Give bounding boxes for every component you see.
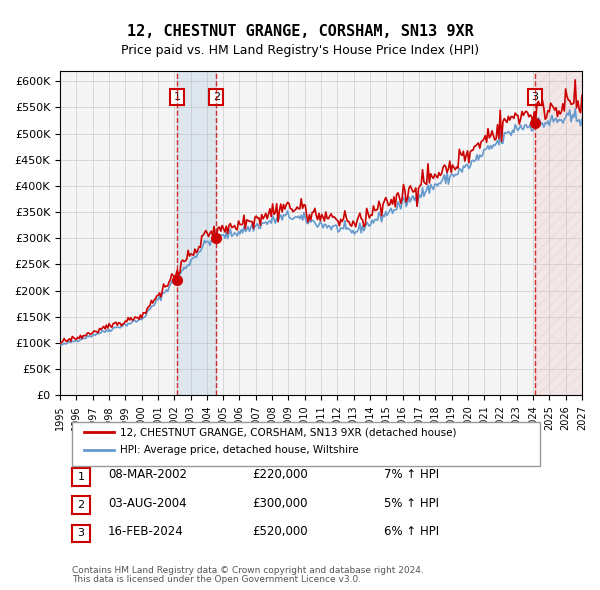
Text: This data is licensed under the Open Government Licence v3.0.: This data is licensed under the Open Gov… — [72, 575, 361, 584]
Text: Contains HM Land Registry data © Crown copyright and database right 2024.: Contains HM Land Registry data © Crown c… — [72, 566, 424, 575]
Text: 08-MAR-2002: 08-MAR-2002 — [108, 468, 187, 481]
Bar — [177, 71, 216, 395]
Text: 6% ↑ HPI: 6% ↑ HPI — [384, 525, 439, 538]
Text: HPI: Average price, detached house, Wiltshire: HPI: Average price, detached house, Wilt… — [120, 445, 359, 455]
Text: £300,000: £300,000 — [252, 497, 308, 510]
Text: 1: 1 — [77, 472, 85, 481]
Bar — [535, 71, 582, 395]
Text: 1: 1 — [173, 92, 181, 102]
Text: 12, CHESTNUT GRANGE, CORSHAM, SN13 9XR (detached house): 12, CHESTNUT GRANGE, CORSHAM, SN13 9XR (… — [120, 428, 457, 437]
Text: 2: 2 — [77, 500, 85, 510]
Text: Price paid vs. HM Land Registry's House Price Index (HPI): Price paid vs. HM Land Registry's House … — [121, 44, 479, 57]
Text: 7% ↑ HPI: 7% ↑ HPI — [384, 468, 439, 481]
Text: 12, CHESTNUT GRANGE, CORSHAM, SN13 9XR: 12, CHESTNUT GRANGE, CORSHAM, SN13 9XR — [127, 24, 473, 38]
Text: 3: 3 — [532, 92, 539, 102]
Text: 5% ↑ HPI: 5% ↑ HPI — [384, 497, 439, 510]
Text: 16-FEB-2024: 16-FEB-2024 — [108, 525, 184, 538]
Text: 03-AUG-2004: 03-AUG-2004 — [108, 497, 187, 510]
Bar — [535, 71, 582, 395]
Text: £520,000: £520,000 — [252, 525, 308, 538]
Text: 3: 3 — [77, 529, 85, 538]
Text: 2: 2 — [213, 92, 220, 102]
Text: £220,000: £220,000 — [252, 468, 308, 481]
